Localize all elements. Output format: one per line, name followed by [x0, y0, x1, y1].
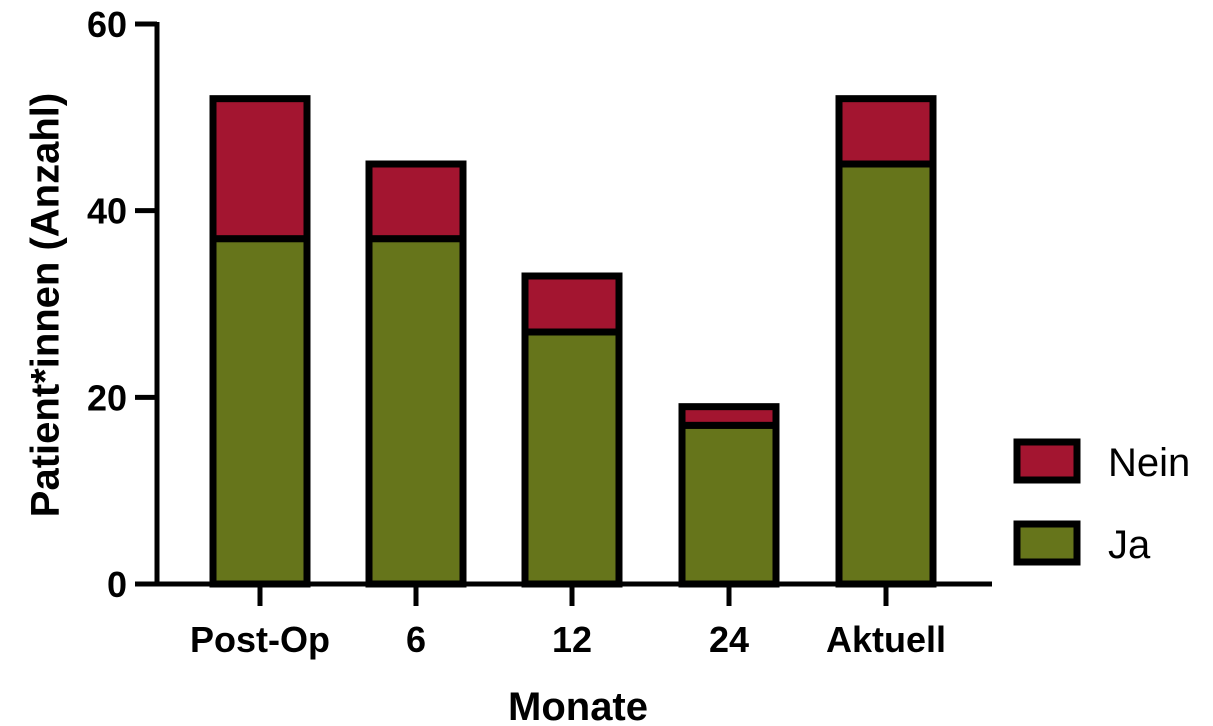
- bar-ja-1: [365, 235, 467, 588]
- bar-ja-0: [209, 235, 311, 588]
- legend-swatch-nein: [1013, 438, 1081, 484]
- legend-swatch-ja: [1013, 520, 1081, 566]
- y-tick-label-40: 40: [87, 191, 127, 232]
- x-tick-label-4: Aktuell: [826, 619, 946, 660]
- x-axis-title: Monate: [508, 685, 648, 726]
- x-tick-label-3: 24: [709, 619, 749, 660]
- bar-nein-1: [365, 160, 467, 243]
- bar-nein-4: [835, 95, 937, 168]
- y-tick-label-0: 0: [107, 564, 127, 605]
- legend-label-nein: Nein: [1108, 441, 1190, 485]
- x-tick-label-1: 6: [406, 619, 426, 660]
- bar-ja-3: [678, 421, 780, 588]
- y-axis-title: Patient*innen (Anzahl): [24, 93, 68, 517]
- x-tick-label-0: Post-Op: [190, 619, 330, 660]
- axes-layer: 0 20 40 60 Post-Op 6 12 24 Aktuell: [87, 4, 992, 660]
- legend: Nein Ja: [1013, 438, 1190, 567]
- bar-ja-2: [521, 328, 623, 588]
- bars-layer: [209, 95, 937, 588]
- legend-label-ja: Ja: [1108, 523, 1151, 567]
- bar-nein-2: [521, 272, 623, 336]
- x-tick-label-2: 12: [552, 619, 592, 660]
- y-tick-label-60: 60: [87, 4, 127, 45]
- bar-nein-3: [678, 403, 780, 429]
- bar-ja-4: [835, 160, 937, 588]
- y-tick-label-20: 20: [87, 377, 127, 418]
- bar-nein-0: [209, 95, 311, 243]
